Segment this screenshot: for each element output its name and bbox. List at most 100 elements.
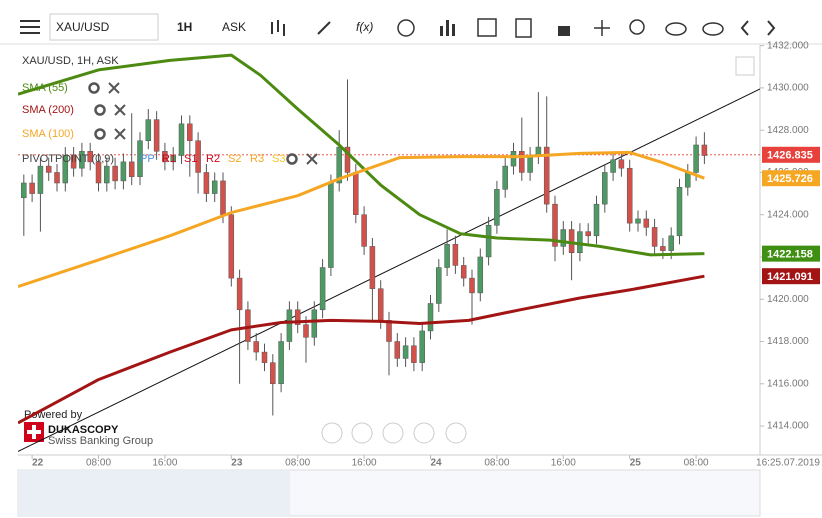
settings-icon[interactable]: [94, 104, 106, 116]
bars-icon[interactable]: [440, 20, 455, 36]
x-tick-label: 08:00: [86, 458, 111, 469]
brand-tagline: Swiss Banking Group: [48, 435, 153, 447]
candle-body: [386, 320, 392, 342]
candle-body: [444, 244, 450, 268]
y-tick-label: 1418.000: [767, 336, 809, 347]
candle-body: [187, 123, 193, 141]
pivot-part: PP: [140, 153, 155, 165]
candle-body: [203, 172, 210, 194]
candle-body: [452, 244, 459, 266]
toolbar: XAU/USD 1H ASK f(x): [0, 0, 822, 45]
candle-body: [693, 144, 699, 173]
candle-body: [220, 180, 226, 215]
plot-area: [18, 53, 760, 452]
settings-icon[interactable]: [94, 128, 106, 140]
candle-body: [145, 119, 152, 141]
sma-line: [18, 150, 705, 289]
pivot-part: S2: [228, 153, 241, 165]
candle-body: [560, 229, 567, 247]
remove-icon[interactable]: [108, 82, 120, 94]
candle-body: [411, 345, 417, 363]
candle-body: [211, 180, 218, 194]
symbol: XAU/USD: [56, 20, 110, 34]
candle-body: [369, 246, 376, 289]
candle-body: [436, 267, 442, 304]
candle-body: [419, 330, 425, 363]
x-tick-label: 16:00: [551, 458, 576, 469]
lock-icon[interactable]: [558, 26, 570, 36]
candle-icon[interactable]: [271, 20, 285, 36]
remove-icon[interactable]: [306, 153, 318, 165]
candle-body: [643, 218, 650, 228]
candle-body: [178, 123, 185, 156]
upload-icon[interactable]: [665, 22, 687, 36]
candle-body: [112, 165, 118, 182]
x-tick-label: 08:00: [285, 458, 310, 469]
info-icon[interactable]: [397, 19, 415, 37]
candle-body: [120, 161, 127, 182]
settings-icon[interactable]: [286, 153, 298, 165]
fx-button[interactable]: f(x): [356, 20, 373, 34]
symbol-box[interactable]: [49, 13, 159, 41]
draw-icon[interactable]: [317, 21, 331, 35]
candle-body: [635, 218, 641, 224]
candle-body: [701, 144, 708, 156]
timeframe[interactable]: 1H: [177, 20, 192, 34]
nav-buttons[interactable]: [321, 422, 467, 444]
settings-icon[interactable]: [88, 82, 100, 94]
menu-button[interactable]: [20, 20, 40, 34]
pivot-part: R2: [206, 153, 220, 165]
popout-button[interactable]: [735, 56, 755, 76]
pivot-part: S1: [184, 153, 197, 165]
candle-body: [228, 214, 235, 279]
prev-button[interactable]: [740, 20, 749, 36]
price-type[interactable]: ASK: [222, 20, 246, 34]
candle-body: [585, 231, 591, 237]
candle-body: [402, 345, 409, 359]
calendar-icon[interactable]: [477, 18, 497, 37]
candle-body: [278, 341, 284, 385]
candle-body: [87, 151, 93, 163]
y-tick-label: 1428.000: [767, 125, 809, 136]
y-tick-label: 1420.000: [767, 294, 809, 305]
candle-body: [460, 265, 467, 279]
candle-body: [361, 214, 367, 247]
candle-body: [286, 309, 293, 342]
candle-body: [328, 182, 334, 268]
report-icon[interactable]: [515, 18, 532, 38]
candle-body: [195, 140, 201, 173]
zoom-icon[interactable]: [629, 19, 645, 35]
crosshair-icon[interactable]: [594, 20, 610, 36]
candle-body: [510, 151, 517, 167]
x-tick-label: 16:00: [152, 458, 177, 469]
remove-icon[interactable]: [114, 128, 126, 140]
price-tag-label: 1421.091: [767, 271, 813, 283]
candle-body: [626, 167, 633, 224]
legend-entry: SMA (200): [22, 104, 74, 116]
candle-body: [502, 165, 508, 190]
candle-body: [543, 146, 550, 205]
candle-body: [527, 155, 533, 173]
candle-body: [469, 277, 475, 294]
navigator-window[interactable]: [18, 470, 290, 516]
candle-body: [660, 246, 666, 251]
pivot-part: S3: [272, 153, 285, 165]
price-tag-label: 1425.726: [767, 173, 813, 185]
download-icon[interactable]: [702, 22, 724, 36]
next-button[interactable]: [767, 20, 776, 36]
candle-body: [79, 151, 85, 169]
candle-body: [394, 341, 401, 359]
candle-body: [270, 362, 276, 385]
remove-icon[interactable]: [114, 104, 126, 116]
candle-body: [294, 309, 301, 325]
candle-body: [519, 151, 525, 173]
candle-body: [353, 172, 359, 215]
candle-body: [685, 172, 691, 188]
candle-body: [477, 256, 484, 294]
x-tick-label: 22: [32, 458, 44, 469]
candle-body: [552, 203, 558, 247]
candle-body: [54, 172, 60, 184]
price-tag: [762, 245, 820, 262]
candle-body: [70, 155, 77, 169]
price-tag: [762, 146, 820, 163]
